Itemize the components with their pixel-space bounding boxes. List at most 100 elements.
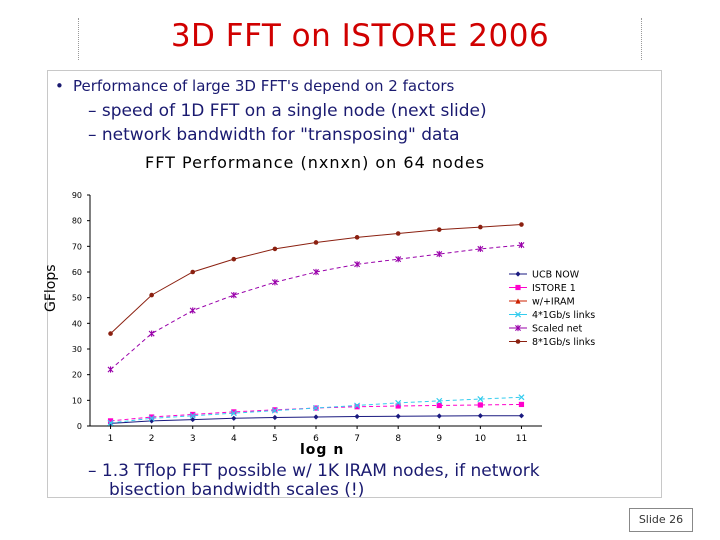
legend-marker-ucb-now <box>515 271 521 277</box>
y-tick-label: 70 <box>72 242 82 251</box>
bullet-dot: • <box>55 77 64 95</box>
legend-label: Scaled net <box>532 324 582 335</box>
data-point-4-1gb-s-links <box>107 419 114 426</box>
data-point-4-1gb-s-links <box>271 407 278 414</box>
data-point-scaled-net <box>518 241 525 249</box>
legend-marker-w-iram <box>515 298 521 304</box>
data-point-ucb-now <box>149 418 155 424</box>
data-point-ucb-now <box>395 413 401 419</box>
y-tick-label: 40 <box>72 319 82 328</box>
y-tick-label: 90 <box>72 191 82 200</box>
data-point-ucb-now <box>272 414 278 421</box>
data-point-istore-1 <box>190 411 196 418</box>
data-point-8-1gb-s-links <box>436 227 442 232</box>
data-point-ucb-now <box>231 415 237 421</box>
data-point-istore-1 <box>477 402 483 408</box>
data-point-8-1gb-s-links <box>354 235 360 240</box>
y-tick-label: 10 <box>72 396 82 405</box>
x-tick-label: 6 <box>313 434 319 444</box>
data-point-4-1gb-s-links <box>477 396 484 403</box>
y-tick-label: 0 <box>77 422 82 431</box>
legend-label: 8*1Gb/s links <box>532 337 595 348</box>
data-point-ucb-now <box>518 413 525 419</box>
x-tick-label: 9 <box>436 434 442 444</box>
data-point-scaled-net <box>148 330 155 337</box>
data-point-istore-1 <box>231 409 237 415</box>
legend-label: 4*1Gb/s links <box>532 310 595 321</box>
data-point-8-1gb-s-links <box>149 292 154 298</box>
data-point-8-1gb-s-links <box>395 231 401 236</box>
data-point-4-1gb-s-links <box>189 412 196 419</box>
data-point-ucb-now <box>190 416 196 423</box>
data-point-8-1gb-s-links <box>190 269 196 275</box>
data-point-ucb-now <box>313 414 319 420</box>
data-point-ucb-now <box>354 413 360 420</box>
sub-bullet-3: – 1.3 Tflop FFT possible w/ 1K IRAM node… <box>88 462 540 500</box>
data-point-4-1gb-s-links <box>395 399 402 406</box>
legend-marker-4-1gb-s-links <box>514 311 522 318</box>
data-point-8-1gb-s-links <box>313 240 319 245</box>
y-tick-label: 20 <box>72 371 82 380</box>
data-point-scaled-net <box>436 250 443 258</box>
data-point-scaled-net <box>477 245 484 252</box>
x-tick-label: 3 <box>190 434 196 444</box>
data-point-4-1gb-s-links <box>436 397 443 404</box>
sub-bullet-3-line-2: bisection bandwidth scales (!) <box>109 480 365 500</box>
data-point-4-1gb-s-links <box>312 405 320 412</box>
slide-number: Slide 26 <box>629 508 693 532</box>
x-tick-label: 4 <box>231 434 237 444</box>
data-point-istore-1 <box>107 418 114 424</box>
data-point-8-1gb-s-links <box>519 222 524 227</box>
sub-bullet-3-line-1: – 1.3 Tflop FFT possible w/ 1K IRAM node… <box>88 461 540 481</box>
sub-bullet-1: – speed of 1D FFT on a single node (next… <box>88 101 487 121</box>
x-tick-label: 1 <box>108 434 114 444</box>
data-point-8-1gb-s-links <box>108 331 113 336</box>
data-point-scaled-net <box>271 279 278 286</box>
legend-label: w/+IRAM <box>532 297 575 308</box>
bullet-item: • Performance of large 3D FFT's depend on… <box>55 77 454 95</box>
data-point-4-1gb-s-links <box>148 415 155 422</box>
y-tick-label: 50 <box>72 294 82 303</box>
data-point-scaled-net <box>107 366 114 373</box>
legend-label: ISTORE 1 <box>532 283 576 294</box>
y-tick-label: 60 <box>72 268 82 277</box>
legend-label: UCB NOW <box>532 270 580 281</box>
data-point-4-1gb-s-links <box>518 394 525 401</box>
decorative-divider-right <box>641 18 642 60</box>
x-tick-label: 2 <box>149 434 155 444</box>
y-tick-label: 80 <box>72 217 82 226</box>
chart-title: FFT Performance (nxnxn) on 64 nodes <box>145 153 486 172</box>
data-point-8-1gb-s-links <box>272 246 278 252</box>
x-tick-label: 5 <box>272 434 278 444</box>
series-line-scaled-net <box>110 244 522 370</box>
content-frame <box>47 70 662 498</box>
sub-bullet-2: – network bandwidth for "transposing" da… <box>88 125 460 145</box>
data-point-4-1gb-s-links <box>354 402 361 409</box>
data-point-8-1gb-s-links <box>231 256 237 262</box>
decorative-divider-left <box>78 18 79 60</box>
legend-marker-scaled-net <box>515 324 521 332</box>
bullet-text: Performance of large 3D FFT's depend on … <box>73 77 455 95</box>
data-point-ucb-now <box>477 413 483 419</box>
data-point-ucb-now <box>436 413 442 419</box>
legend-box <box>486 266 633 350</box>
y-tick-label: 30 <box>72 345 82 354</box>
slide-title: 3D FFT on ISTORE 2006 <box>170 18 550 54</box>
legend-marker-istore-1 <box>515 284 521 291</box>
data-point-istore-1 <box>354 404 360 410</box>
x-axis-label: log n <box>300 442 345 458</box>
legend-marker-8-1gb-s-links <box>515 339 521 344</box>
data-point-istore-1 <box>149 414 155 420</box>
data-point-scaled-net <box>395 256 402 263</box>
data-point-scaled-net <box>189 307 196 314</box>
x-tick-label: 8 <box>395 434 401 444</box>
x-tick-label: 11 <box>516 434 527 444</box>
data-point-8-1gb-s-links <box>478 224 483 230</box>
x-tick-label: 10 <box>475 434 487 444</box>
x-tick-label: 7 <box>354 434 360 444</box>
data-point-scaled-net <box>313 268 319 276</box>
data-point-istore-1 <box>395 403 401 409</box>
data-point-scaled-net <box>230 292 237 299</box>
data-point-istore-1 <box>518 401 525 408</box>
